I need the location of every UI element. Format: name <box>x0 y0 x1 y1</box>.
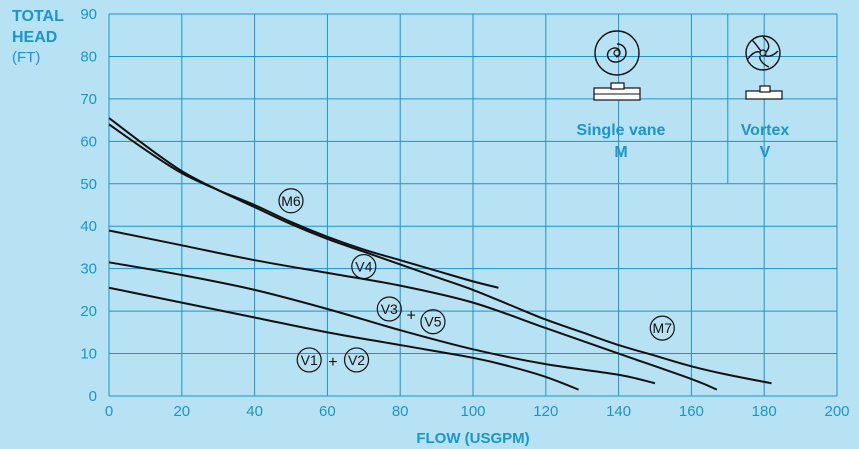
single-vane-label: Single vane <box>577 122 666 139</box>
curve-label-m6: M6 <box>281 193 301 209</box>
curve-label-circle-v3 <box>376 296 402 322</box>
plus-sign: + <box>328 354 337 371</box>
x-tick-label-100: 100 <box>460 403 485 420</box>
y-tick-label-60: 60 <box>80 133 97 150</box>
x-axis-title: FLOW (USGPM) <box>416 430 529 447</box>
y-axis-title-line1: TOTAL <box>12 8 64 25</box>
y-tick-label-40: 40 <box>80 218 97 235</box>
y-tick-label-50: 50 <box>80 176 97 193</box>
curve-v3-v5 <box>108 261 656 385</box>
x-tick-label-200: 200 <box>824 403 849 420</box>
vortex-impeller-icon <box>745 35 783 100</box>
curve-label-circle-v4 <box>351 253 377 280</box>
curve-label-m7: M7 <box>653 320 673 336</box>
single-vane-impeller-icon <box>593 30 641 101</box>
curve-m7 <box>108 117 772 385</box>
single-vane-code: M <box>614 144 627 161</box>
curve-label-v5: V5 <box>424 314 441 330</box>
curve-label-circle-m7 <box>649 315 675 341</box>
curve-label-circle-v5 <box>420 309 446 335</box>
curve-labels: M6 V4 V3 + V5 M7 V1 + V2 <box>278 188 675 373</box>
x-tick-label-160: 160 <box>679 403 704 420</box>
plus-sign: + <box>406 307 415 324</box>
x-tick-label-60: 60 <box>319 403 336 420</box>
vortex-label: Vortex <box>741 122 790 139</box>
y-tick-label-10: 10 <box>80 346 97 363</box>
x-tick-label-120: 120 <box>533 403 558 420</box>
y-tick-label-20: 20 <box>80 303 97 320</box>
y-tick-label-0: 0 <box>89 388 97 405</box>
x-tick-label-180: 180 <box>752 403 777 420</box>
x-tick-label-0: 0 <box>105 403 113 420</box>
curve-v4 <box>108 229 718 391</box>
y-tick-label-80: 80 <box>80 48 97 65</box>
x-tick-label-40: 40 <box>246 403 263 420</box>
vortex-code: V <box>760 144 771 161</box>
grid <box>108 13 838 397</box>
impeller-legend: Single vane M Vortex V <box>577 30 790 161</box>
y-tick-label-90: 90 <box>80 6 97 23</box>
performance-curves <box>108 117 772 391</box>
curve-label-v4: V4 <box>355 259 372 275</box>
x-tick-label-140: 140 <box>606 403 631 420</box>
x-tick-label-80: 80 <box>392 403 409 420</box>
curve-label-circle-m6 <box>278 188 304 214</box>
curve-label-circle-v1 <box>296 347 322 373</box>
curve-label-v3: V3 <box>381 301 398 317</box>
y-tick-label-70: 70 <box>80 91 97 108</box>
y-axis-unit: (FT) <box>12 49 40 66</box>
curve-v1-v2 <box>108 286 579 391</box>
y-axis-ticks: 0 10 20 30 40 50 60 70 80 90 <box>80 6 97 405</box>
x-tick-label-20: 20 <box>173 403 190 420</box>
x-axis-ticks: 0 20 40 60 80 100 120 140 160 180 200 <box>105 403 850 420</box>
y-axis-title-line2: HEAD <box>12 29 57 46</box>
y-tick-label-30: 30 <box>80 261 97 278</box>
curve-label-circle-v2 <box>343 347 370 373</box>
curve-m6 <box>108 123 499 289</box>
curve-label-v2: V2 <box>348 352 365 368</box>
curve-label-v1: V1 <box>301 352 318 368</box>
